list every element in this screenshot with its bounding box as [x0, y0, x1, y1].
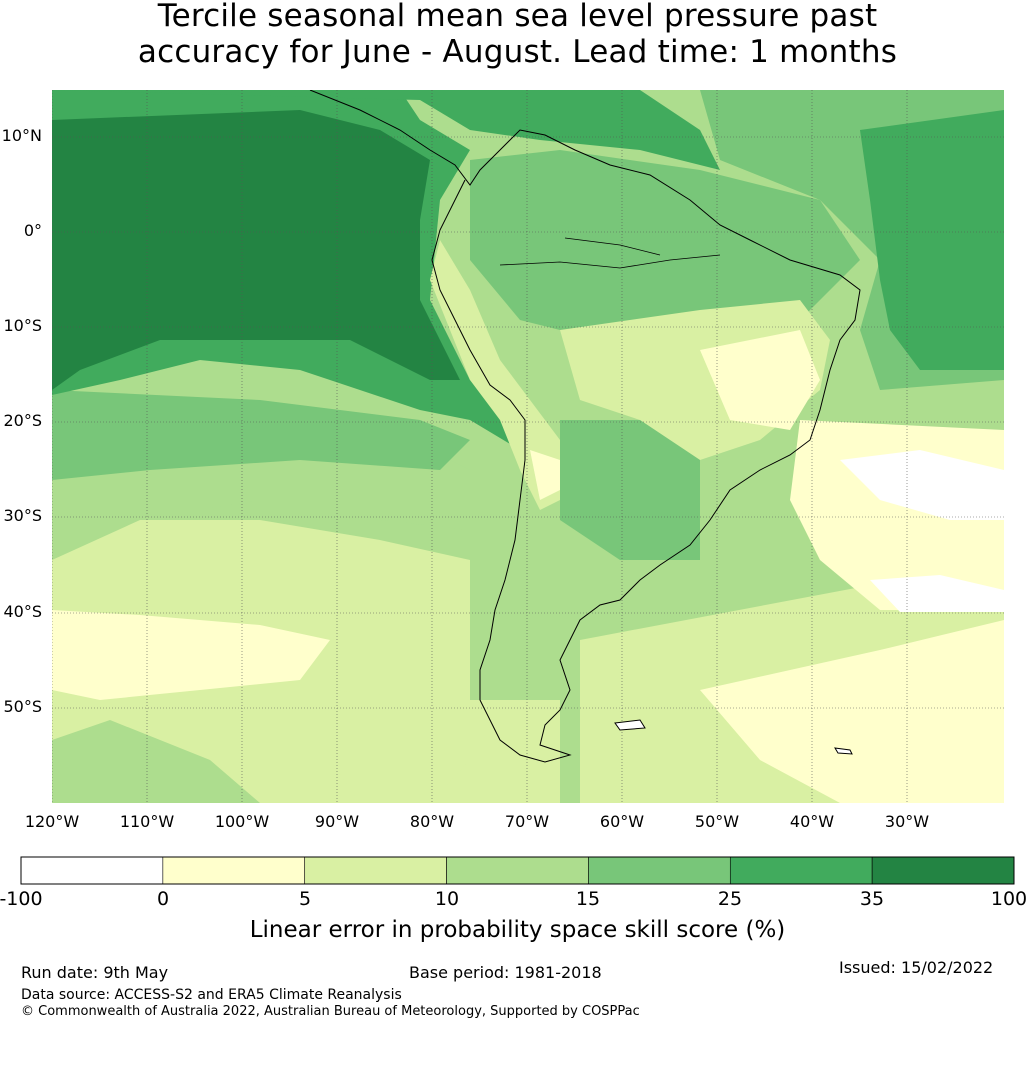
- base-period: Base period: 1981-2018: [409, 963, 602, 982]
- colorbar-segment: [729, 856, 873, 885]
- map-title-line-2: accuracy for June - August. Lead time: 1…: [137, 34, 898, 70]
- colorbar-tick: 100: [990, 888, 1028, 910]
- copyright: © Commonwealth of Australia 2022, Austra…: [21, 1004, 640, 1019]
- colorbar-segment: [20, 856, 164, 885]
- lat-label: 10°N: [1, 126, 42, 145]
- lat-label: 30°S: [3, 506, 42, 525]
- lon-label: 50°W: [694, 812, 740, 831]
- colorbar-segment: [446, 856, 589, 885]
- colorbar-tick: 10: [434, 888, 460, 910]
- skill-field: [52, 90, 1004, 803]
- lon-label: 70°W: [504, 812, 550, 831]
- lat-label: 10°S: [3, 316, 42, 335]
- lon-label: 80°W: [409, 812, 455, 831]
- run-date: Run date: 9th May: [21, 963, 169, 982]
- lat-label: 20°S: [3, 411, 42, 430]
- south-america-coastline: [309, 90, 861, 763]
- colorbar-segment: [871, 856, 1015, 885]
- lon-label: 60°W: [599, 812, 645, 831]
- colorbar-segment: [588, 856, 731, 885]
- colorbar-tick: -100: [0, 888, 43, 910]
- colorbar-segment: [304, 856, 447, 885]
- lat-label: 50°S: [3, 697, 42, 716]
- lon-label: 110°W: [119, 812, 175, 831]
- issued-date: Issued: 15/02/2022: [839, 958, 994, 977]
- colorbar-tick: 25: [717, 888, 743, 910]
- colorbar-tick: 35: [859, 888, 885, 910]
- map-title-line-1: Tercile seasonal mean sea level pressure…: [157, 0, 878, 34]
- lon-label: 40°W: [789, 812, 835, 831]
- lat-label: 0°: [23, 221, 42, 240]
- lon-label: 30°W: [884, 812, 930, 831]
- colorbar: [20, 856, 1015, 885]
- colorbar-outline: [20, 856, 1015, 885]
- lat-label: 40°S: [3, 602, 42, 621]
- lon-label: 100°W: [214, 812, 270, 831]
- colorbar-segment: [162, 856, 306, 885]
- colorbar-title: Linear error in probability space skill …: [249, 917, 786, 943]
- lon-label: 90°W: [314, 812, 360, 831]
- lon-label: 120°W: [24, 812, 80, 831]
- colorbar-tick: 0: [156, 888, 170, 910]
- data-source: Data source: ACCESS-S2 and ERA5 Climate …: [21, 987, 402, 1003]
- colorbar-tick: 15: [575, 888, 601, 910]
- colorbar-tick: 5: [298, 888, 312, 910]
